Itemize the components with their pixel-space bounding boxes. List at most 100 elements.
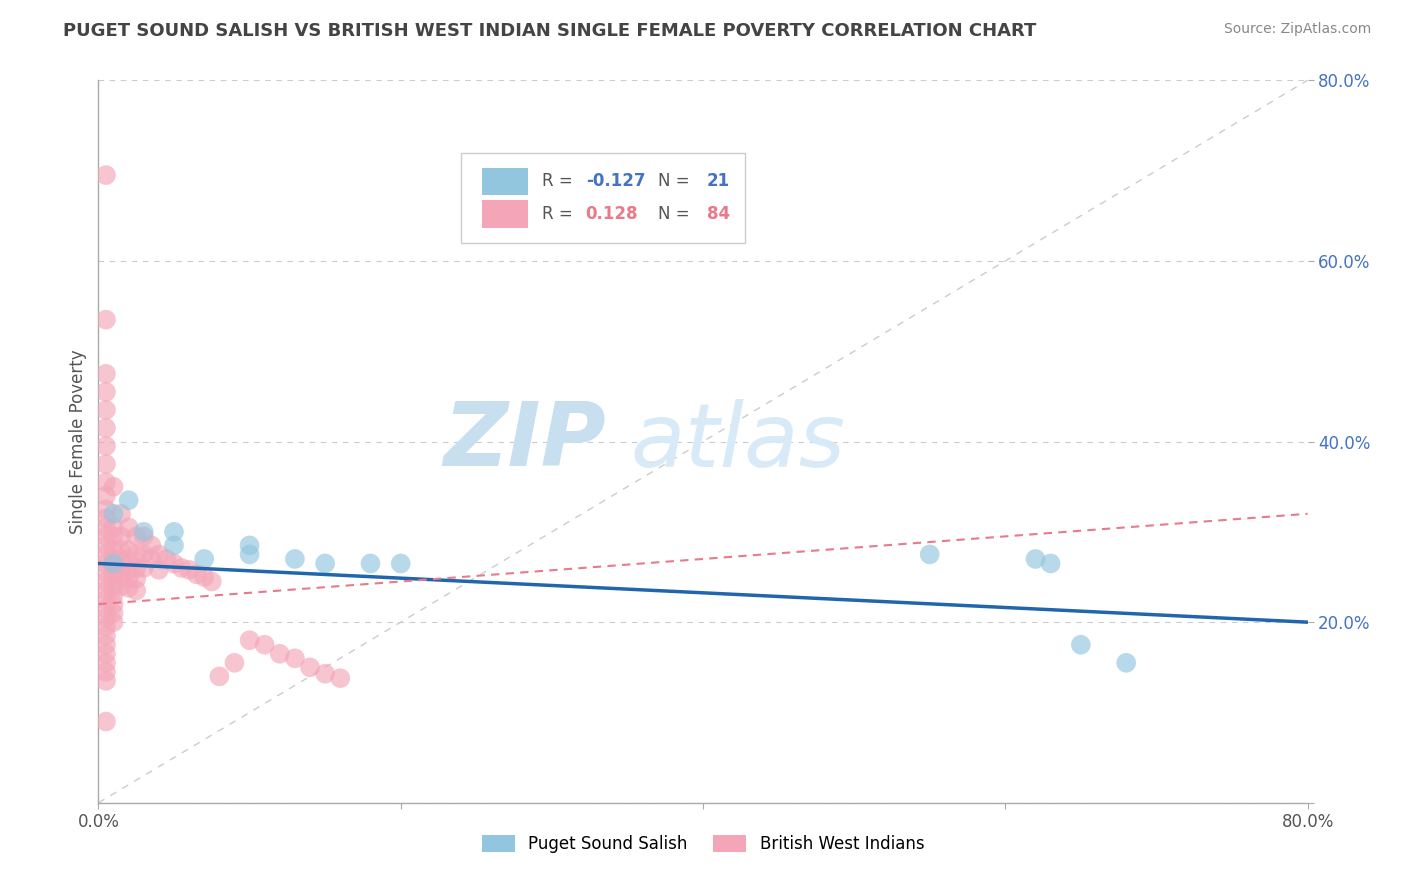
Point	[1024, 552, 1046, 566]
Point	[94, 714, 117, 729]
Point	[94, 548, 117, 562]
Text: atlas: atlas	[630, 399, 845, 484]
Point	[103, 552, 125, 566]
Point	[94, 520, 117, 534]
Point	[118, 563, 141, 577]
Point	[1115, 656, 1137, 670]
Text: R =: R =	[543, 172, 578, 190]
Point	[94, 583, 117, 598]
Point	[284, 552, 307, 566]
Point	[103, 561, 125, 575]
Point	[94, 475, 117, 490]
Point	[110, 579, 132, 593]
Point	[94, 457, 117, 471]
Point	[110, 552, 132, 566]
Point	[186, 567, 208, 582]
Point	[163, 538, 186, 552]
Point	[94, 557, 117, 571]
Point	[132, 524, 155, 539]
Point	[94, 601, 117, 615]
Point	[94, 566, 117, 580]
Point	[163, 557, 186, 571]
Point	[103, 597, 125, 611]
Text: ZIP: ZIP	[443, 398, 606, 485]
Point	[148, 563, 170, 577]
Point	[155, 552, 177, 566]
Point	[94, 312, 117, 326]
Point	[94, 620, 117, 634]
Text: R =: R =	[543, 205, 578, 223]
Point	[94, 574, 117, 589]
Point	[163, 524, 186, 539]
Text: 84: 84	[707, 205, 730, 223]
Text: N =: N =	[658, 172, 695, 190]
Text: N =: N =	[658, 205, 695, 223]
Point	[141, 538, 163, 552]
Point	[148, 548, 170, 562]
Point	[284, 651, 307, 665]
Y-axis label: Single Female Poverty: Single Female Poverty	[69, 350, 87, 533]
Point	[360, 557, 382, 571]
Point	[389, 557, 412, 571]
Point	[94, 403, 117, 417]
Point	[94, 610, 117, 624]
Text: 0.128: 0.128	[586, 205, 638, 223]
Point	[94, 489, 117, 503]
Point	[94, 439, 117, 453]
Point	[103, 579, 125, 593]
Point	[103, 615, 125, 630]
Point	[314, 557, 336, 571]
Point	[94, 673, 117, 688]
Point	[193, 552, 215, 566]
Point	[110, 561, 132, 575]
Point	[94, 502, 117, 516]
Point	[94, 665, 117, 679]
Point	[224, 656, 246, 670]
Point	[110, 529, 132, 543]
Point	[94, 647, 117, 661]
Point	[208, 669, 231, 683]
Point	[103, 542, 125, 557]
Point	[132, 529, 155, 543]
FancyBboxPatch shape	[461, 153, 745, 243]
Point	[918, 548, 941, 562]
Point	[110, 507, 132, 521]
Point	[94, 529, 117, 543]
Text: -0.127: -0.127	[586, 172, 645, 190]
Point	[103, 606, 125, 620]
Point	[170, 561, 193, 575]
Point	[110, 570, 132, 584]
Point	[94, 629, 117, 643]
Point	[103, 480, 125, 494]
Point	[103, 507, 125, 521]
Point	[94, 384, 117, 399]
Point	[103, 588, 125, 602]
Point	[239, 633, 262, 648]
Point	[193, 570, 215, 584]
Point	[125, 529, 148, 543]
Point	[103, 570, 125, 584]
Point	[94, 656, 117, 670]
Bar	[482, 168, 527, 195]
Point	[314, 666, 336, 681]
Point	[110, 542, 132, 557]
Point	[329, 671, 352, 685]
Point	[94, 638, 117, 652]
Point	[103, 557, 125, 571]
Point	[132, 561, 155, 575]
Point	[94, 367, 117, 381]
Point	[1039, 557, 1062, 571]
Point	[94, 538, 117, 552]
Text: Source: ZipAtlas.com: Source: ZipAtlas.com	[1223, 22, 1371, 37]
Point	[118, 572, 141, 586]
Point	[94, 168, 117, 182]
Point	[125, 583, 148, 598]
Point	[103, 529, 125, 543]
Point	[239, 538, 262, 552]
Point	[118, 493, 141, 508]
Point	[179, 563, 201, 577]
Point	[269, 647, 291, 661]
Point	[132, 548, 155, 562]
Point	[118, 542, 141, 557]
Text: 21: 21	[707, 172, 730, 190]
